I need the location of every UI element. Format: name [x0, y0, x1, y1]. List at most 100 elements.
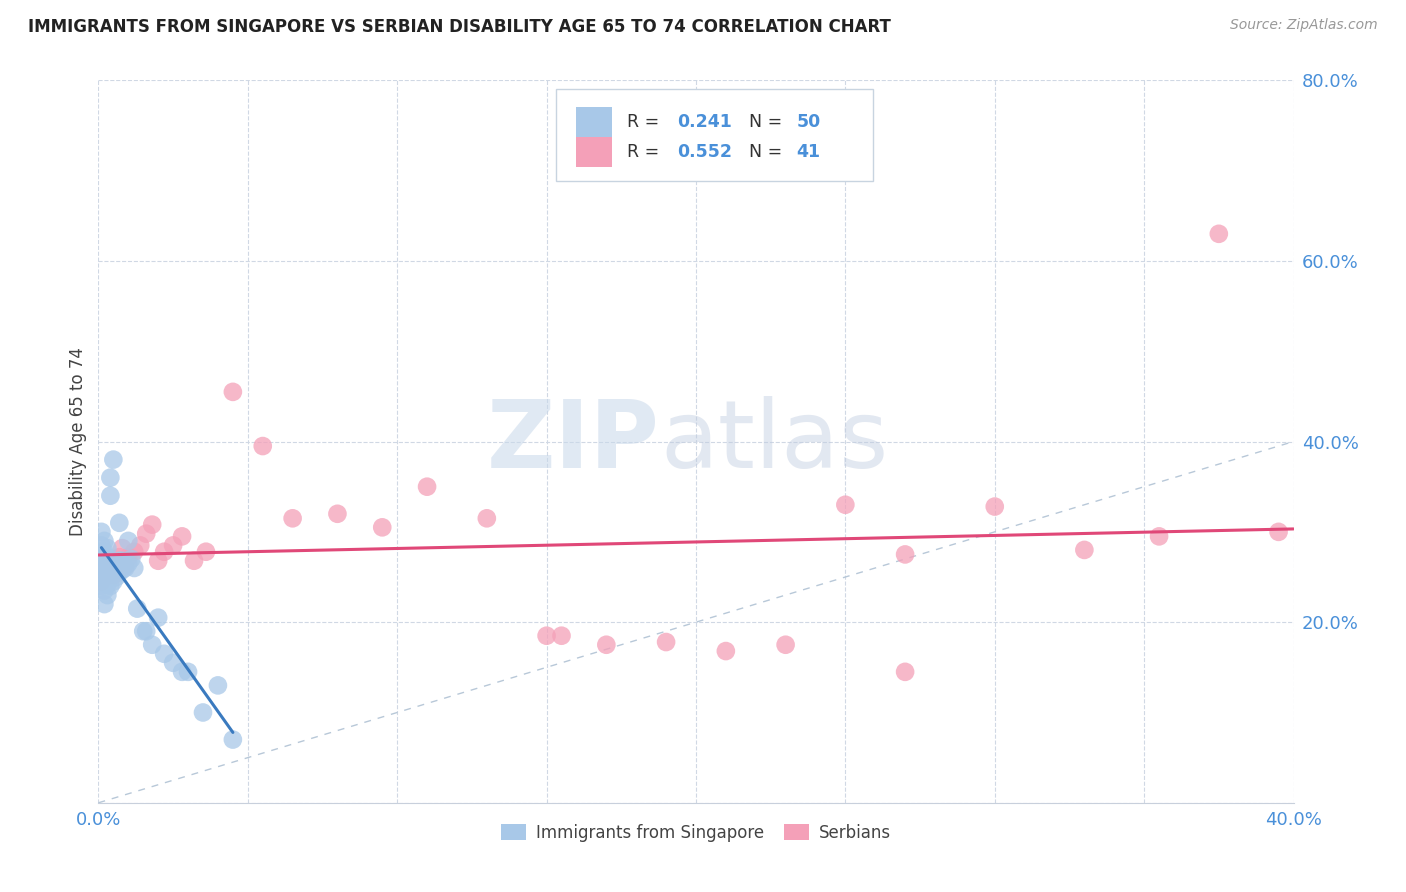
- Point: [536, 629, 558, 643]
- Point: [103, 561, 125, 575]
- Point: [326, 507, 349, 521]
- Point: [162, 538, 184, 552]
- Text: 41: 41: [796, 143, 821, 161]
- Point: [111, 563, 134, 577]
- Point: [90, 579, 112, 593]
- Point: [894, 548, 917, 562]
- Point: [96, 541, 118, 555]
- Text: 50: 50: [796, 113, 821, 131]
- Text: N =: N =: [748, 143, 787, 161]
- Point: [93, 554, 115, 568]
- Y-axis label: Disability Age 65 to 74: Disability Age 65 to 74: [69, 347, 87, 536]
- Point: [183, 554, 205, 568]
- Point: [98, 554, 122, 568]
- Point: [162, 656, 184, 670]
- Point: [117, 533, 139, 548]
- Point: [96, 550, 118, 565]
- Legend: Immigrants from Singapore, Serbians: Immigrants from Singapore, Serbians: [494, 817, 898, 848]
- Point: [98, 489, 122, 503]
- Point: [96, 559, 118, 574]
- Point: [153, 545, 176, 559]
- Point: [108, 550, 131, 565]
- Point: [90, 548, 112, 562]
- Point: [93, 533, 115, 548]
- Text: Source: ZipAtlas.com: Source: ZipAtlas.com: [1230, 18, 1378, 32]
- Point: [135, 624, 157, 639]
- Point: [550, 629, 572, 643]
- Point: [111, 541, 134, 555]
- Point: [93, 583, 115, 598]
- Point: [252, 439, 274, 453]
- Point: [141, 517, 163, 532]
- Point: [117, 550, 139, 565]
- Point: [129, 538, 152, 552]
- Point: [148, 610, 170, 624]
- Point: [93, 545, 115, 559]
- Point: [117, 557, 139, 571]
- Point: [124, 561, 146, 575]
- Point: [96, 568, 118, 582]
- Point: [141, 638, 163, 652]
- Point: [98, 579, 122, 593]
- Point: [595, 638, 617, 652]
- Point: [98, 566, 122, 580]
- Point: [93, 561, 115, 575]
- Point: [93, 572, 115, 586]
- Point: [1267, 524, 1289, 539]
- Point: [195, 545, 218, 559]
- Point: [93, 597, 115, 611]
- Text: ZIP: ZIP: [488, 395, 661, 488]
- Point: [1208, 227, 1230, 241]
- Point: [655, 635, 678, 649]
- Point: [96, 566, 118, 580]
- Text: 0.241: 0.241: [676, 113, 731, 131]
- Point: [222, 384, 245, 399]
- FancyBboxPatch shape: [557, 89, 873, 181]
- Point: [153, 647, 176, 661]
- Point: [177, 665, 200, 679]
- Text: atlas: atlas: [661, 395, 889, 488]
- Point: [222, 732, 245, 747]
- Point: [124, 545, 146, 559]
- Point: [148, 554, 170, 568]
- Point: [714, 644, 737, 658]
- Point: [108, 566, 131, 580]
- Point: [475, 511, 498, 525]
- Point: [120, 552, 142, 566]
- Point: [127, 601, 149, 615]
- Point: [984, 500, 1007, 514]
- Point: [135, 526, 157, 541]
- Point: [416, 480, 439, 494]
- Point: [371, 520, 394, 534]
- Point: [90, 574, 112, 589]
- Point: [834, 498, 856, 512]
- Point: [1073, 542, 1095, 557]
- Point: [132, 624, 155, 639]
- Point: [1147, 529, 1170, 543]
- Point: [108, 554, 131, 568]
- Point: [281, 511, 304, 525]
- Point: [105, 557, 128, 571]
- Point: [172, 529, 194, 543]
- Text: N =: N =: [748, 113, 787, 131]
- Point: [93, 563, 115, 577]
- Point: [172, 665, 194, 679]
- Point: [207, 678, 229, 692]
- Point: [103, 568, 125, 582]
- Point: [105, 559, 128, 574]
- Point: [105, 570, 128, 584]
- Point: [894, 665, 917, 679]
- FancyBboxPatch shape: [576, 107, 613, 137]
- Point: [114, 559, 136, 574]
- Point: [96, 588, 118, 602]
- Point: [103, 452, 125, 467]
- Point: [90, 566, 112, 580]
- Point: [90, 524, 112, 539]
- Point: [775, 638, 797, 652]
- Text: IMMIGRANTS FROM SINGAPORE VS SERBIAN DISABILITY AGE 65 TO 74 CORRELATION CHART: IMMIGRANTS FROM SINGAPORE VS SERBIAN DIS…: [28, 18, 891, 36]
- Text: R =: R =: [627, 143, 665, 161]
- Text: R =: R =: [627, 113, 665, 131]
- Point: [111, 554, 134, 568]
- Point: [114, 561, 136, 575]
- Point: [90, 557, 112, 571]
